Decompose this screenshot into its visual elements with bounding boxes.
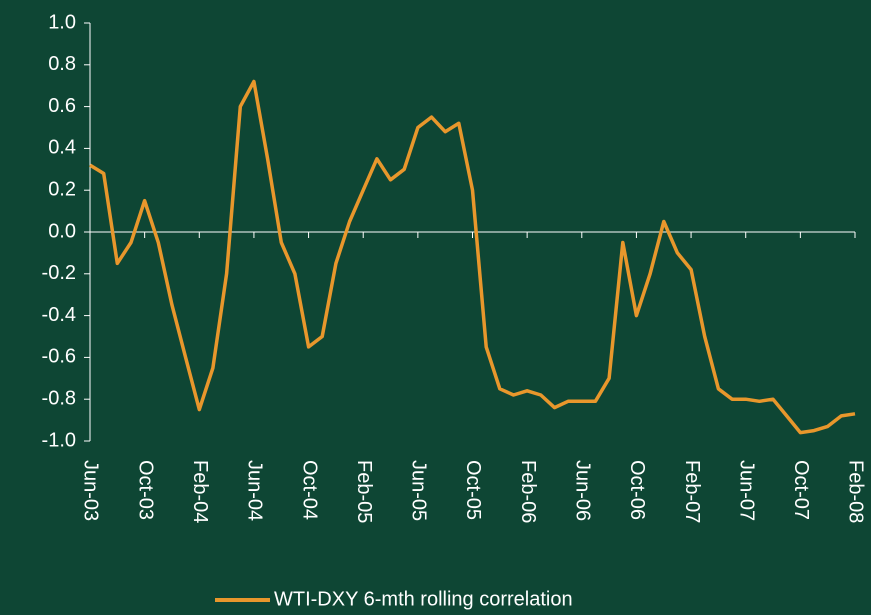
- y-tick-label: -0.6: [42, 346, 76, 368]
- x-tick-label: Feb-04: [189, 460, 211, 523]
- y-tick-label: 0.2: [48, 178, 76, 200]
- x-tick-label: Oct-07: [790, 460, 812, 520]
- y-tick-label: 0.6: [48, 95, 76, 117]
- x-tick-label: Oct-03: [134, 460, 156, 520]
- x-tick-label: Jun-03: [80, 460, 102, 521]
- x-tick-label: Jun-05: [408, 460, 430, 521]
- y-tick-label: 0.0: [48, 220, 76, 242]
- x-tick-label: Oct-05: [462, 460, 484, 520]
- x-tick-label: Feb-05: [353, 460, 375, 523]
- y-tick-label: 1.0: [48, 11, 76, 33]
- x-tick-label: Feb-07: [681, 460, 703, 523]
- y-tick-label: -0.8: [42, 387, 76, 409]
- x-tick-label: Jun-07: [735, 460, 757, 521]
- line-series: [89, 79, 856, 435]
- y-tick-label: -1.0: [42, 429, 76, 451]
- x-tick-label: Oct-04: [298, 460, 320, 520]
- x-tick-label: Feb-06: [517, 460, 539, 523]
- x-tick-label: Jun-04: [244, 460, 266, 521]
- y-tick-label: 0.4: [48, 137, 76, 159]
- legend-label: WTI-DXY 6-mth rolling correlation: [274, 588, 573, 610]
- y-tick-label: -0.2: [42, 262, 76, 284]
- x-tick-label: Feb-08: [845, 460, 867, 523]
- y-tick-label: -0.4: [42, 304, 76, 326]
- x-tick-label: Oct-06: [626, 460, 648, 520]
- y-tick-label: 0.8: [48, 53, 76, 75]
- x-tick-label: Jun-06: [572, 460, 594, 521]
